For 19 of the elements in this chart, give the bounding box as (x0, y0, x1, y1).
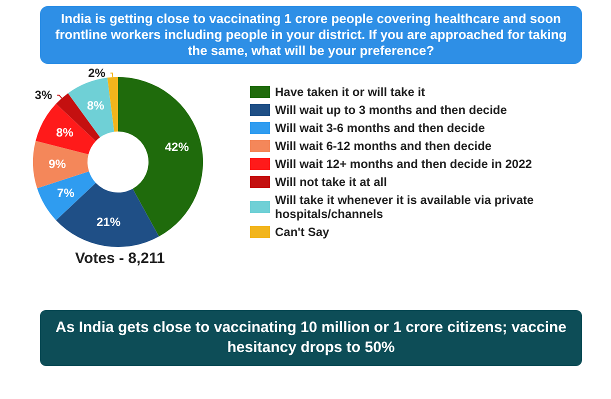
data-label: 3% (34, 88, 52, 102)
data-label: 7% (57, 186, 75, 200)
legend-label: Will wait 12+ months and then decide in 2022 (275, 157, 532, 171)
text: Votes - 8,211 (74, 250, 166, 267)
legend-label: Will wait up to 3 months and then decide (275, 103, 508, 117)
data-label: 8% (86, 98, 105, 112)
legend-label: Will take it whenever it is available via private hospitals/channels (275, 193, 538, 221)
data-label: 2% (88, 66, 106, 80)
legend-label: Have taken it or will take it (275, 85, 426, 99)
legend-label: Will wait 6-12 months and then decide (275, 139, 492, 153)
data-label: 9% (48, 156, 66, 171)
legend-label: Will not take it at all (275, 175, 387, 189)
text: As India gets close to vaccinating 10 million or 1 crore citizens; vaccine hesitancy drops to 50% (40, 310, 582, 366)
data-label: 21% (96, 215, 121, 230)
legend-label: Can't Say (275, 225, 330, 239)
legend-label: Will wait 3-6 months and then decide (275, 121, 486, 135)
data-label: 42% (164, 140, 190, 154)
chart-title: India is getting close to vaccinating 1 crore people covering healthcare and soon frontline workers including people in your district. If you are approached for taking the same, what will be your preference? (40, 6, 582, 64)
data-label: 8% (56, 126, 74, 140)
